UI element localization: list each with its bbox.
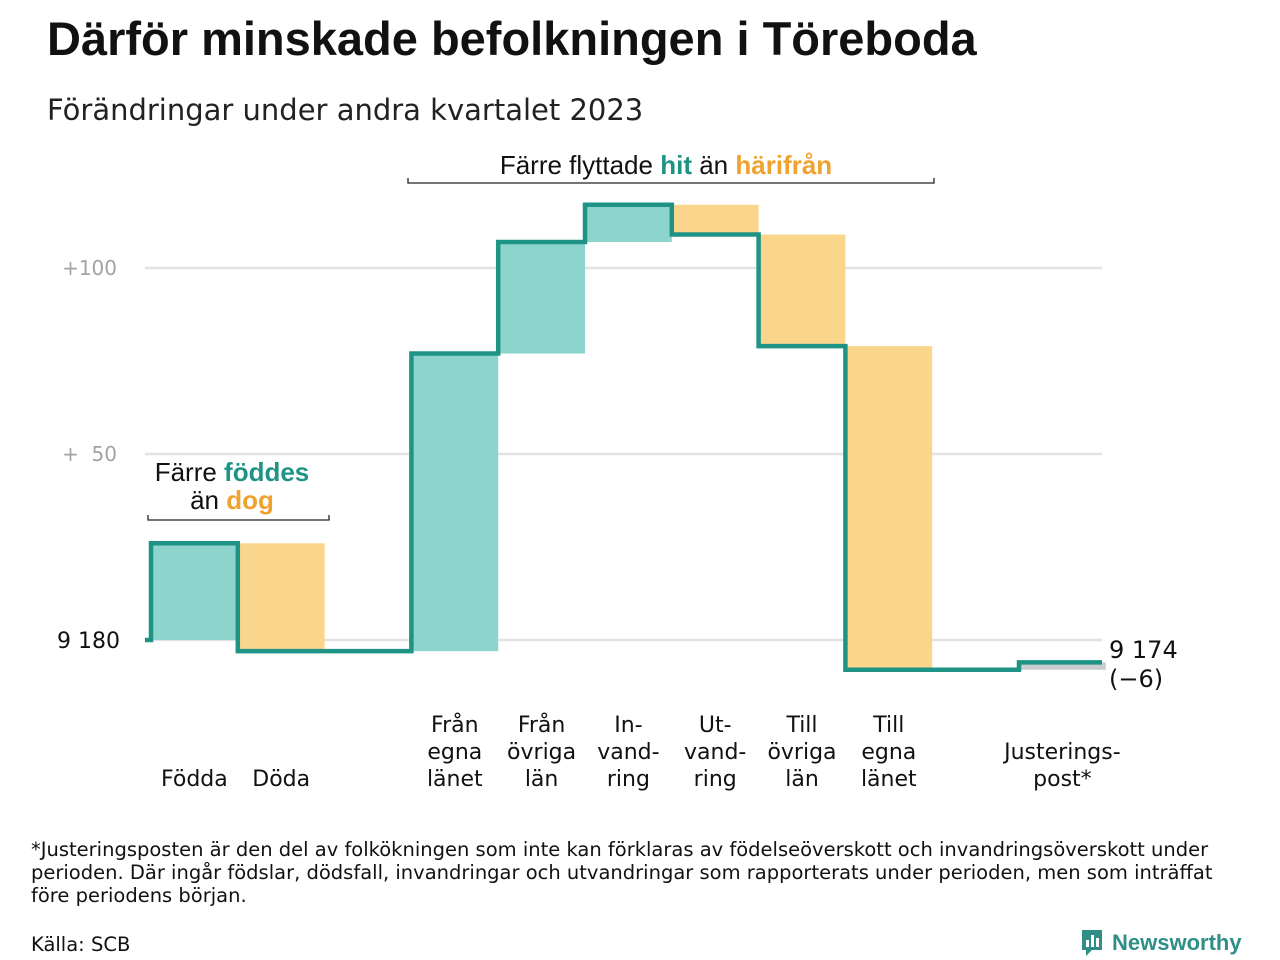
category-label: Ut- (699, 713, 732, 738)
start-value-label: 9 180 (57, 629, 120, 654)
category-label: ring (607, 767, 650, 792)
y-tick-label: +100 (62, 256, 117, 280)
category-label: län (785, 767, 819, 792)
footnote: *Justeringsposten är den del av folkökni… (31, 838, 1213, 907)
chart-subtitle: Förändringar under andra kvartalet 2023 (47, 93, 644, 127)
annotation-text: än dog (190, 485, 274, 515)
bar-chart-logo-icon (1082, 930, 1102, 956)
annotation-orange-text: härifrån (735, 150, 832, 180)
category-label: egna (427, 740, 482, 765)
category-label: post* (1033, 767, 1092, 792)
annotation-text: Färre föddes (155, 457, 310, 487)
category-label: län (525, 767, 559, 792)
waterfall-bar (1019, 662, 1106, 670)
chart-title: Därför minskade befolkningen i Töreboda (47, 12, 977, 65)
category-label: egna (861, 740, 916, 765)
annotation-teal-text: hit (660, 150, 692, 180)
category-label: Från (431, 712, 479, 738)
source-note: Källa: SCB (31, 933, 131, 956)
cumulative-step-line (145, 202, 1102, 673)
waterfall-bar (237, 543, 325, 652)
annotation-plain-text: Färre flyttade (500, 150, 660, 180)
annotation-orange-text: dog (226, 485, 274, 515)
category-label: övriga (507, 740, 576, 765)
waterfall-bar (845, 346, 933, 670)
category-label: övriga (767, 740, 836, 765)
waterfall-bar (758, 234, 846, 347)
category-label: Till (872, 713, 904, 738)
category-label: länet (427, 767, 483, 792)
annotation-bracket (147, 515, 330, 521)
end-change-label: (−6) (1109, 665, 1163, 693)
category-label: In- (614, 713, 642, 738)
waterfall-bar (671, 204, 759, 235)
category-label: länet (861, 767, 917, 792)
annotation-bracket (407, 178, 935, 184)
category-label: ring (694, 767, 737, 792)
newsworthy-logo: Newsworthy (1080, 928, 1242, 958)
category-label: Döda (252, 767, 310, 792)
y-tick-label: + 50 (62, 442, 117, 466)
category-label: Födda (161, 767, 228, 792)
brand-name: Newsworthy (1112, 930, 1242, 955)
annotation-teal-text: föddes (224, 457, 309, 487)
category-label: vand- (684, 740, 746, 765)
waterfall-bar (498, 241, 585, 354)
annotation-plain-text: än (692, 150, 735, 180)
waterfall-bar (151, 543, 238, 640)
waterfall-bar (411, 353, 499, 652)
annotation-plain-text: än (190, 485, 226, 515)
annotation-text: Färre flyttade hit än härifrån (500, 150, 832, 180)
end-value-label: 9 174 (1109, 636, 1178, 664)
category-label: Från (518, 712, 566, 738)
waterfall-bar (585, 204, 672, 242)
category-label: Till (785, 713, 817, 738)
annotation-plain-text: Färre (155, 457, 224, 487)
category-label: Justerings- (1002, 740, 1121, 765)
category-label: vand- (597, 740, 659, 765)
